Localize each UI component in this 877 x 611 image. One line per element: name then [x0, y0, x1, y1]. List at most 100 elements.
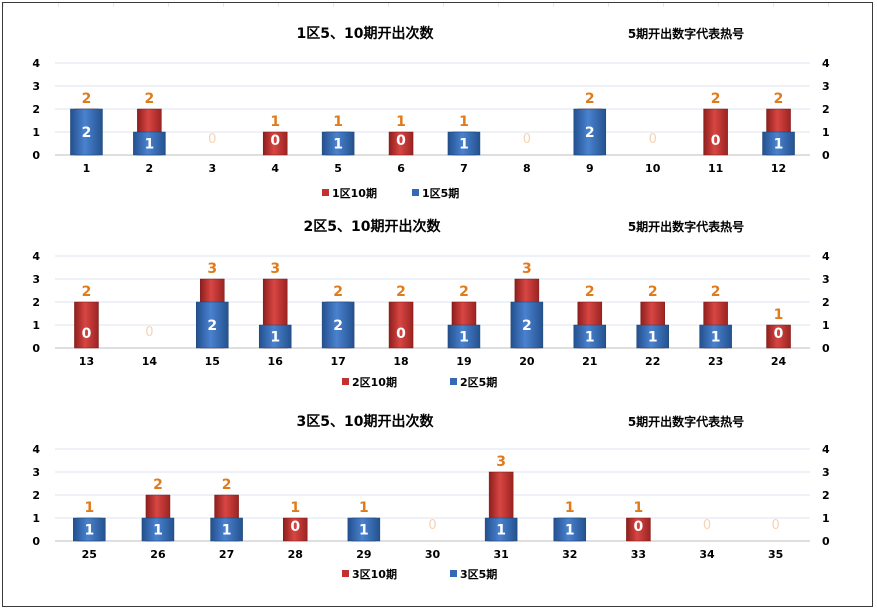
data-label-10period: 2: [585, 91, 595, 107]
y-tick-right: 0: [822, 535, 830, 548]
data-label-5period: 1: [774, 137, 784, 153]
data-label-10period: 1: [634, 500, 644, 516]
y-tick-right: 0: [822, 342, 830, 355]
data-label-10period: 1: [359, 500, 369, 516]
x-tick-label: 20: [519, 355, 535, 368]
data-label-10period: 2: [585, 284, 595, 300]
bar-5period: [133, 131, 166, 156]
x-tick-label: 12: [771, 162, 786, 175]
data-label-5period: 1: [459, 137, 469, 153]
data-label-5period: 1: [222, 523, 232, 539]
bar-5period: [573, 324, 607, 349]
x-tick-label: 1: [83, 162, 91, 175]
data-label-5period: 0: [634, 519, 644, 535]
data-label-10period: 2: [333, 284, 343, 300]
data-label-5period: 1: [459, 330, 469, 346]
legend-label: 3区10期: [352, 567, 397, 581]
data-label-10period: 1: [459, 114, 469, 130]
bar-10period: [282, 517, 308, 542]
data-label-5period: 2: [585, 125, 595, 141]
bar-5period: [141, 517, 175, 542]
x-tick-label: 19: [456, 355, 471, 368]
x-tick-label: 18: [393, 355, 408, 368]
bar-5period: [510, 301, 544, 349]
data-label-10period: 1: [84, 500, 94, 516]
x-tick-label: 14: [142, 355, 158, 368]
data-label-10period: 1: [396, 114, 406, 130]
data-label-5period: 2: [82, 125, 92, 141]
y-tick-left: 4: [32, 443, 40, 456]
bar-5period: [699, 324, 732, 349]
data-label-10period: 2: [145, 91, 155, 107]
data-label-5period: 0: [270, 133, 280, 149]
data-label-5period: 0: [82, 326, 92, 342]
y-tick-right: 1: [822, 512, 830, 525]
legend-swatch: [342, 570, 349, 577]
data-label-5period: 0: [396, 326, 406, 342]
x-tick-label: 11: [708, 162, 723, 175]
legend-label: 2区10期: [352, 375, 397, 389]
chart-title: 1区5、10期开出次数: [297, 25, 435, 42]
bar-10period: [74, 301, 99, 349]
legend-label: 1区10期: [332, 186, 377, 200]
x-tick-label: 15: [205, 355, 220, 368]
data-label-5period: 0: [774, 326, 784, 342]
legend-swatch: [342, 378, 349, 385]
data-label-5period: 1: [270, 330, 280, 346]
data-label-10period: 3: [207, 261, 217, 277]
data-label-5period: 0: [711, 133, 721, 149]
data-label-10period: 2: [459, 284, 469, 300]
y-tick-right: 2: [822, 296, 830, 309]
x-tick-label: 26: [150, 548, 166, 561]
y-tick-right: 1: [822, 126, 830, 139]
data-label-5period: 1: [359, 523, 369, 539]
data-label-10period: 3: [522, 261, 532, 277]
bar-10period: [388, 301, 414, 349]
y-tick-right: 3: [822, 273, 830, 286]
y-tick-left: 0: [32, 535, 40, 548]
x-tick-label: 21: [582, 355, 597, 368]
y-tick-left: 1: [32, 126, 40, 139]
bar-10period: [262, 131, 288, 156]
bar-10period: [703, 108, 728, 156]
y-tick-left: 0: [32, 342, 40, 355]
bar-5period: [321, 131, 355, 156]
y-tick-right: 0: [822, 149, 830, 162]
legend-label: 1区5期: [422, 186, 459, 200]
x-tick-label: 2: [146, 162, 154, 175]
data-label-5period: 1: [153, 523, 163, 539]
data-label-10period: 2: [222, 477, 232, 493]
x-tick-label: 33: [631, 548, 646, 561]
data-label-10period: 0: [703, 518, 711, 533]
y-tick-left: 2: [32, 296, 40, 309]
bar-10period: [766, 324, 791, 349]
data-label-5period: 1: [585, 330, 595, 346]
data-label-10period: 1: [333, 114, 343, 130]
legend-swatch: [412, 189, 419, 196]
data-label-10period: 0: [145, 325, 153, 340]
y-tick-left: 4: [32, 250, 40, 263]
legend-label: 2区5期: [460, 375, 497, 389]
x-tick-label: 22: [645, 355, 660, 368]
data-label-10period: 0: [208, 132, 216, 147]
data-label-10period: 0: [428, 518, 436, 533]
data-label-10period: 3: [270, 261, 280, 277]
bar-5period: [70, 108, 103, 156]
chart-title: 2区5、10期开出次数: [304, 218, 442, 235]
y-tick-left: 2: [32, 103, 40, 116]
data-label-10period: 1: [270, 114, 280, 130]
y-tick-right: 4: [822, 250, 830, 263]
chart-note: 5期开出数字代表热号: [628, 26, 744, 41]
data-label-5period: 1: [145, 137, 155, 153]
data-label-5period: 2: [333, 318, 343, 334]
bar-10period: [626, 517, 651, 542]
x-tick-label: 31: [493, 548, 508, 561]
data-label-10period: 2: [711, 284, 721, 300]
y-tick-left: 1: [32, 512, 40, 525]
x-tick-label: 9: [586, 162, 594, 175]
legend-label: 3区5期: [460, 567, 497, 581]
x-tick-label: 4: [271, 162, 279, 175]
bar-5period: [258, 324, 292, 349]
x-tick-label: 8: [523, 162, 531, 175]
